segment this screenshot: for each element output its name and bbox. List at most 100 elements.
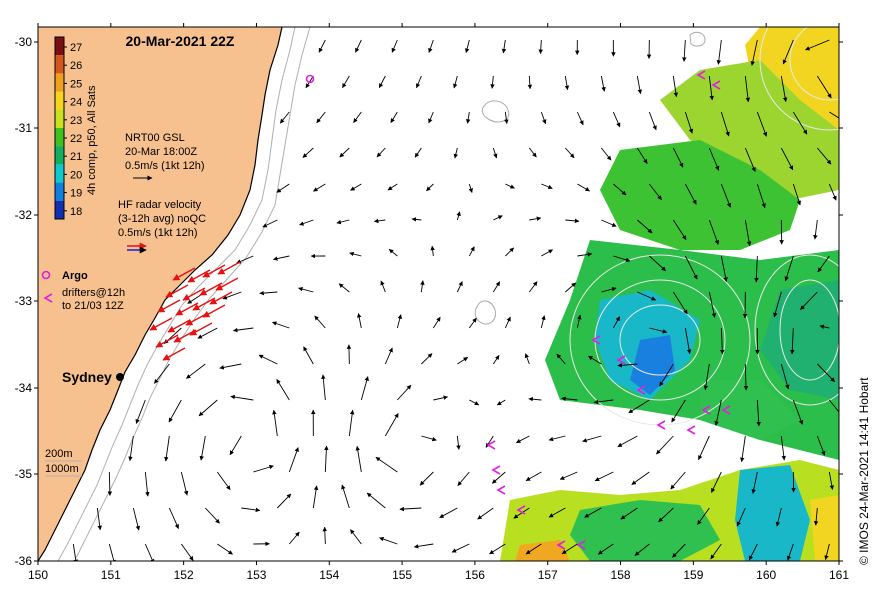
current-arrow — [468, 317, 477, 329]
current-arrow — [262, 219, 278, 228]
current-arrow — [780, 363, 790, 390]
x-tick-label: 151 — [101, 568, 121, 582]
current-arrow — [613, 183, 627, 196]
current-arrow — [222, 291, 242, 300]
current-arrow — [780, 147, 794, 171]
current-arrow — [299, 219, 314, 226]
current-arrow — [378, 75, 386, 89]
drifter-marker — [656, 420, 666, 430]
current-arrow — [682, 39, 687, 62]
current-arrow — [792, 399, 804, 425]
current-arrow — [493, 215, 503, 221]
radar-legend-line3: 0.5m/s (1kt 12h) — [118, 227, 197, 239]
current-arrow — [756, 111, 768, 137]
current-arrow — [426, 183, 434, 192]
current-arrow — [324, 445, 329, 473]
argo-legend-icon — [41, 270, 51, 280]
current-arrow — [464, 39, 470, 54]
colorbar-tick-label: 25 — [70, 78, 82, 90]
current-arrow — [439, 507, 458, 519]
current-arrow — [452, 75, 458, 89]
current-arrow — [800, 291, 818, 310]
x-tick-label: 160 — [756, 568, 776, 582]
current-arrow — [180, 471, 189, 496]
current-arrow — [577, 252, 593, 257]
drifter-legend-line2: to 21/03 12Z — [62, 300, 124, 312]
current-arrow — [273, 255, 290, 261]
colorbar-swatch — [55, 146, 64, 165]
current-arrow — [302, 147, 314, 158]
colorbar-tick-label: 19 — [70, 188, 82, 200]
current-arrow — [144, 471, 150, 497]
current-arrow — [253, 464, 274, 473]
y-tick-label: -36 — [15, 554, 33, 568]
current-arrow — [504, 111, 509, 124]
current-arrow — [584, 507, 602, 518]
y-tick-label: -35 — [15, 467, 33, 481]
current-arrow — [366, 492, 386, 509]
drifter-markers — [486, 70, 731, 550]
y-tick-label: -34 — [15, 381, 33, 395]
current-arrow — [468, 246, 475, 257]
radar-arrow — [202, 304, 226, 318]
current-arrow — [217, 543, 233, 555]
radar-arrow — [149, 317, 173, 331]
radar-arrow — [172, 267, 196, 281]
colorbar-tick-label: 21 — [70, 151, 82, 163]
current-arrow — [556, 353, 566, 365]
current-arrow — [428, 39, 434, 53]
current-arrow — [786, 543, 794, 561]
y-tick-label: -31 — [15, 121, 33, 135]
colorbar-swatch — [55, 91, 64, 110]
argo-legend-label: Argo — [62, 270, 88, 282]
current-arrow — [816, 435, 826, 456]
current-arrow — [388, 248, 398, 257]
current-arrow — [813, 507, 819, 526]
ssh-contours — [569, 27, 839, 426]
seamount — [474, 300, 497, 325]
current-arrow — [219, 363, 242, 370]
current-arrow — [736, 507, 746, 527]
current-arrow — [720, 327, 725, 355]
current-arrow — [824, 543, 830, 561]
sst-layer — [500, 27, 839, 561]
current-arrow — [432, 316, 441, 329]
current-arrow — [613, 255, 631, 263]
current-arrow — [813, 219, 818, 240]
current-arrow — [433, 395, 449, 401]
argo-float — [305, 74, 315, 84]
current-arrow — [601, 286, 617, 293]
current-arrow — [232, 327, 254, 333]
drifter-marker — [721, 405, 731, 415]
land-australia — [38, 27, 282, 561]
current-arrow — [672, 219, 687, 240]
current-arrow — [819, 324, 830, 329]
current-arrow — [780, 75, 788, 103]
current-arrow — [376, 147, 386, 158]
current-arrow — [754, 255, 759, 283]
drifter-marker — [711, 80, 721, 90]
current-arrow — [180, 543, 194, 561]
current-arrow — [780, 435, 787, 461]
current-arrow — [230, 394, 254, 401]
altimetry-legend-line1: NRT00 GSL — [125, 132, 185, 144]
current-arrow — [318, 39, 326, 53]
current-arrow — [154, 363, 170, 384]
sst-colorbar: 27 26 25 24 23 22 21 20 19 18 — [54, 36, 82, 220]
bathymetry-200m — [57, 27, 296, 561]
current-arrow — [272, 409, 278, 437]
current-arrow — [428, 111, 434, 124]
current-arrow — [492, 355, 500, 365]
current-arrow — [421, 353, 433, 365]
current-arrow — [342, 75, 350, 89]
current-arrow — [492, 147, 498, 159]
current-arrow — [186, 363, 206, 379]
x-tick-label: 154 — [319, 568, 339, 582]
current-arrow — [782, 39, 794, 65]
current-arrow — [490, 75, 495, 89]
current-arrow — [672, 543, 686, 558]
current-arrow — [612, 316, 621, 329]
current-arrow — [656, 435, 674, 455]
current-arrow — [199, 435, 206, 461]
